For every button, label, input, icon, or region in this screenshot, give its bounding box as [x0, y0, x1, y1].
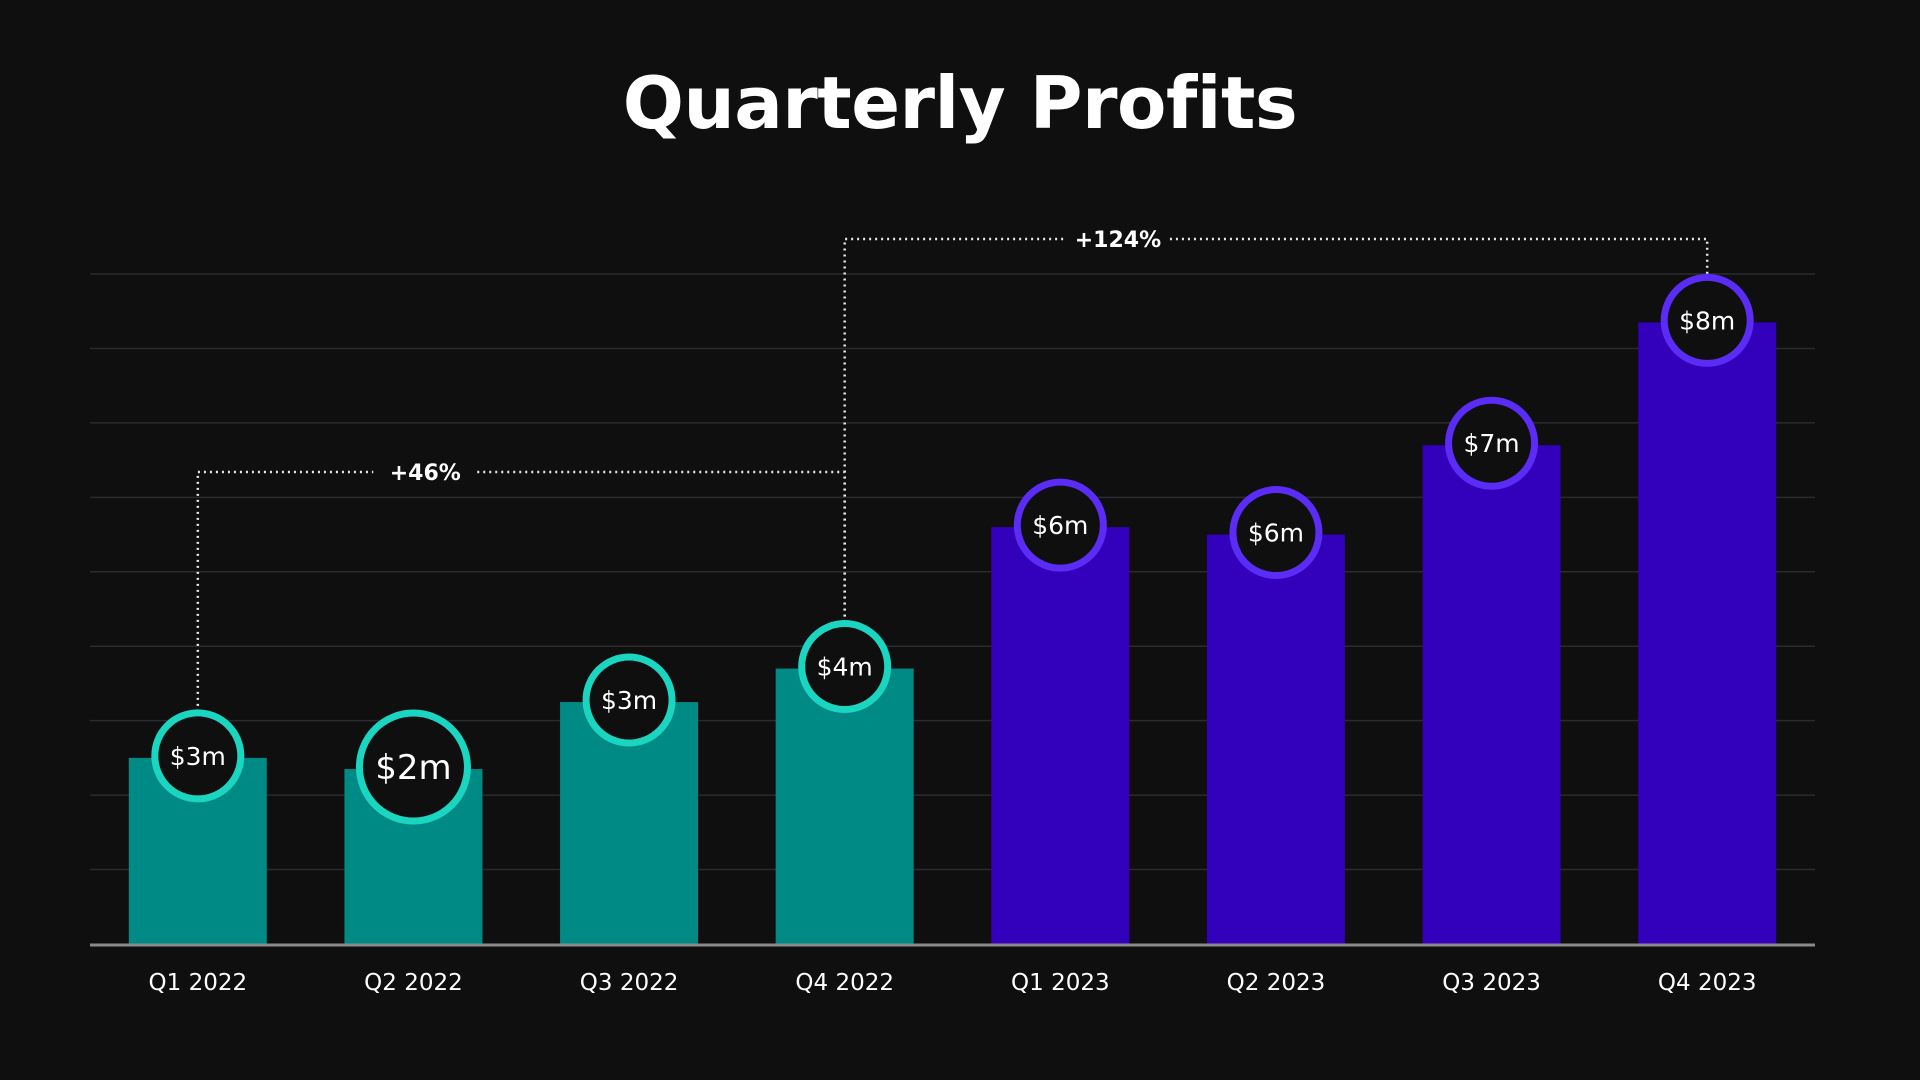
bar — [1422, 445, 1561, 944]
x-tick-label: Q4 2022 — [795, 970, 894, 996]
value-badge — [151, 709, 245, 803]
value-badge — [1229, 486, 1323, 580]
x-tick-label: Q1 2022 — [149, 970, 248, 996]
value-badge — [1445, 396, 1539, 490]
x-tick-label: Q3 2023 — [1442, 970, 1541, 996]
bar — [1206, 534, 1345, 944]
data-label: $4m — [817, 653, 873, 682]
annotation-connector — [1169, 237, 1709, 283]
annotation-connector — [196, 470, 374, 718]
x-tick-label: Q3 2022 — [580, 970, 679, 996]
value-badge — [582, 653, 676, 747]
x-tick-label: Q2 2022 — [364, 970, 463, 996]
data-label: $6m — [1248, 519, 1304, 548]
data-label: $8m — [1679, 306, 1735, 335]
x-tick-label: Q1 2023 — [1011, 970, 1110, 996]
value-badge — [355, 709, 471, 825]
annotation-label: +46% — [390, 461, 461, 486]
data-label: $2m — [375, 748, 451, 788]
bar — [1638, 322, 1777, 944]
value-badge — [798, 620, 892, 714]
data-label: $3m — [601, 686, 657, 715]
chart-title: Quarterly Profits — [622, 61, 1298, 145]
value-badge — [1660, 273, 1754, 367]
value-badge — [1013, 478, 1107, 572]
bar — [775, 668, 914, 944]
bar — [991, 527, 1130, 944]
annotation-connector — [477, 470, 846, 629]
data-label: $6m — [1032, 511, 1088, 540]
x-tick-label: Q2 2023 — [1227, 970, 1326, 996]
data-label: $7m — [1463, 429, 1519, 458]
annotation-label: +124% — [1075, 228, 1161, 253]
data-label: $3m — [170, 742, 226, 771]
x-tick-label: Q4 2023 — [1658, 970, 1757, 996]
